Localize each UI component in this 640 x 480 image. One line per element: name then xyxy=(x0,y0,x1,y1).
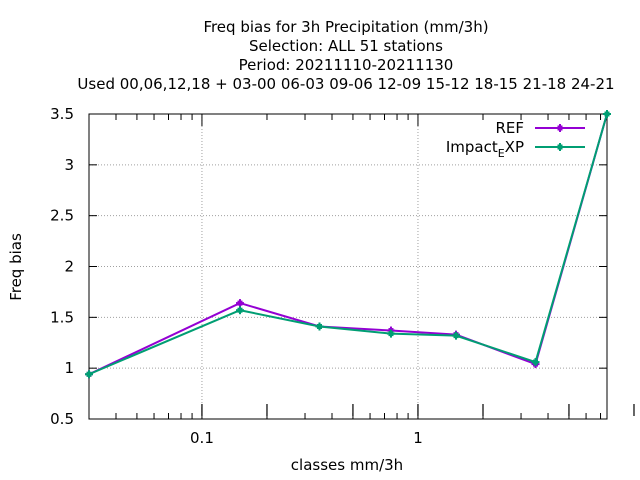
x-tick-labels: 0.1 1 xyxy=(190,429,423,447)
data-point xyxy=(452,331,461,340)
series-0 xyxy=(85,110,611,379)
y-tick-label: 0.5 xyxy=(50,410,74,428)
data-point xyxy=(603,110,611,118)
series-layer xyxy=(85,110,611,379)
plot-frame xyxy=(88,113,608,420)
y-tick-label: 3 xyxy=(64,156,74,174)
legend-label-impact-tail: XP xyxy=(505,138,524,156)
y-tick-label: 1 xyxy=(64,359,74,377)
data-point xyxy=(386,329,395,338)
y-tick-labels: 0.5 1 1.5 2 2.5 3 3.5 xyxy=(50,105,74,428)
legend-sample-impact-exp xyxy=(535,143,585,151)
title-line-1: Freq bias for 3h Precipitation (mm/3h) xyxy=(203,18,488,36)
title-line-4: Used 00,06,12,18 + 03-00 06-03 09-06 12-… xyxy=(77,75,614,93)
legend-label-impact-sub: E xyxy=(498,147,505,160)
y-tick-label: 2 xyxy=(64,258,74,276)
series-line xyxy=(88,113,608,376)
x-tick-label: 0.1 xyxy=(190,429,214,447)
legend-sample-ref xyxy=(535,124,585,132)
x-tick-label: 1 xyxy=(413,429,423,447)
title-line-3: Period: 20211110-20211130 xyxy=(239,56,454,74)
legend-label-impact-main: Impact xyxy=(446,138,498,156)
legend-label-ref: REF xyxy=(495,119,524,137)
series-line xyxy=(88,113,608,376)
data-point xyxy=(235,306,244,315)
y-tick-label: 2.5 xyxy=(50,207,74,225)
chart-title: Freq bias for 3h Precipitation (mm/3h) S… xyxy=(77,18,614,93)
grid xyxy=(89,114,607,419)
legend: REF ImpactEXP xyxy=(446,119,585,160)
data-point xyxy=(531,358,540,367)
y-tick-label: 1.5 xyxy=(50,308,74,326)
legend-marker xyxy=(556,143,564,151)
x-axis-label: classes mm/3h xyxy=(291,456,403,474)
legend-label-impact-exp: ImpactEXP xyxy=(446,138,524,160)
title-line-2: Selection: ALL 51 stations xyxy=(249,37,443,55)
y-tick-label: 3.5 xyxy=(50,105,74,123)
data-point xyxy=(235,299,244,308)
data-point xyxy=(315,322,324,331)
data-point xyxy=(85,370,93,379)
legend-marker xyxy=(556,124,564,132)
y-axis-label: Freq bias xyxy=(7,233,25,301)
series-1 xyxy=(85,110,611,379)
